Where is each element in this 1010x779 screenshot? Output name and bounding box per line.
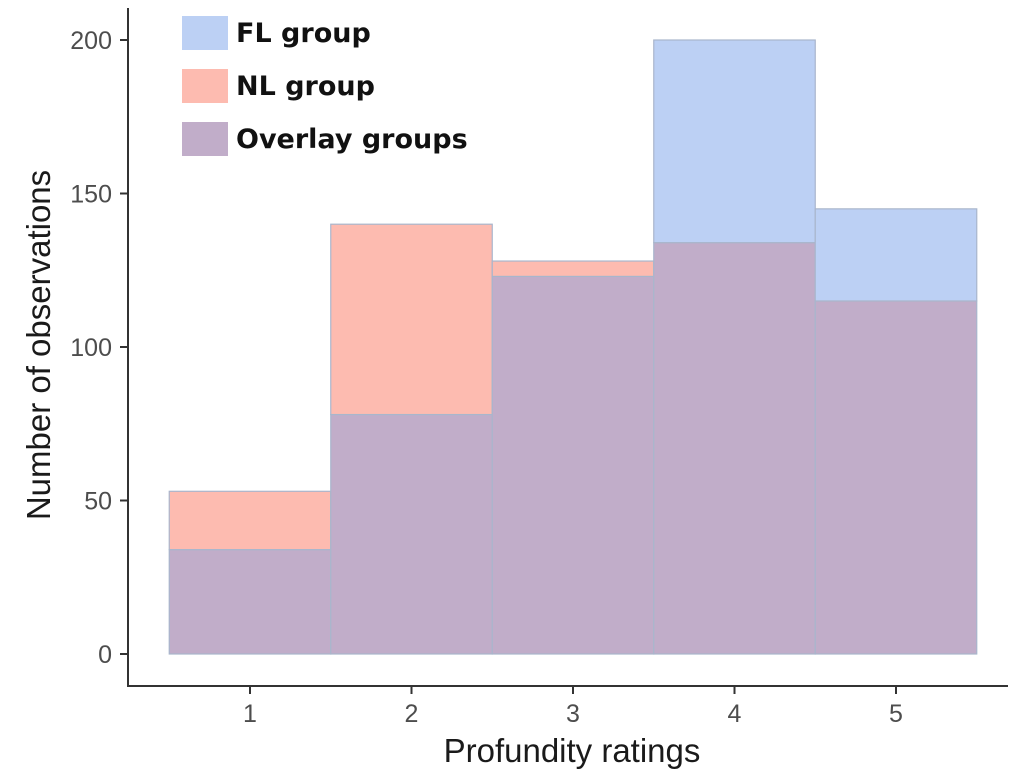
x-axis-title: Profundity ratings xyxy=(444,732,701,769)
x-tick-label-4: 4 xyxy=(728,700,742,728)
legend-swatch-nl xyxy=(182,69,228,103)
legend: FL group NL group Overlay groups xyxy=(182,16,468,156)
legend-swatch-fl xyxy=(182,16,228,50)
legend-label-overlay: Overlay groups xyxy=(236,124,468,155)
y-tick-label-200: 200 xyxy=(70,27,112,55)
bar-nl-excess-3 xyxy=(491,260,655,277)
bar-nl-excess-2 xyxy=(330,223,493,416)
y-tick-label-100: 100 xyxy=(70,334,112,362)
x-tick-label-2: 2 xyxy=(405,700,419,728)
y-axis-title: Number of observations xyxy=(20,170,57,520)
bar-overlay-1 xyxy=(168,549,332,655)
bars-layer xyxy=(168,39,978,655)
y-ticks: 0 50 100 150 200 xyxy=(70,27,128,669)
bar-overlay-4 xyxy=(653,242,816,655)
legend-label-nl: NL group xyxy=(236,71,375,102)
y-tick-label-0: 0 xyxy=(98,641,112,669)
x-tick-label-1: 1 xyxy=(243,700,257,728)
legend-label-fl: FL group xyxy=(236,18,371,49)
bar-fl-excess-4 xyxy=(653,39,816,244)
bar-overlay-2 xyxy=(330,413,493,655)
y-tick-label-150: 150 xyxy=(70,181,112,209)
bar-overlay-5 xyxy=(814,300,978,655)
x-ticks: 1 2 3 4 5 xyxy=(243,686,903,728)
x-tick-label-3: 3 xyxy=(566,700,580,728)
bar-fl-excess-5 xyxy=(814,208,978,302)
legend-swatch-overlay xyxy=(182,122,228,156)
x-tick-label-5: 5 xyxy=(889,700,903,728)
bar-nl-excess-1 xyxy=(168,490,332,551)
bar-overlay-3 xyxy=(491,275,655,655)
y-tick-label-50: 50 xyxy=(84,488,112,516)
